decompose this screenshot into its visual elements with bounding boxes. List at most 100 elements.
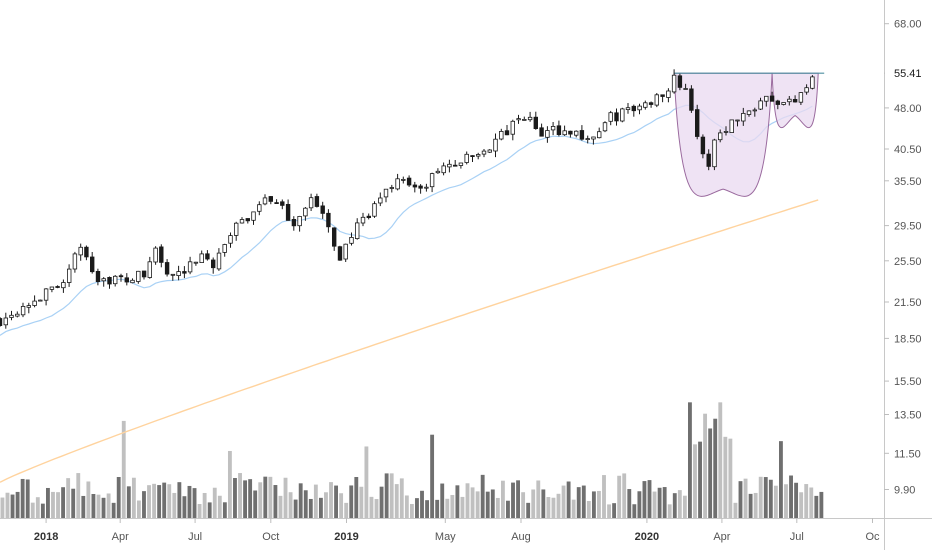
volume-bar: [136, 500, 141, 518]
volume-bar: [743, 478, 748, 518]
volume-bar: [5, 492, 10, 518]
y-tick-label: 9.90: [894, 485, 915, 497]
volume-bar: [46, 487, 50, 518]
candle-body: [90, 256, 95, 273]
candlesticks: [0, 69, 815, 329]
candlestick: [804, 84, 809, 95]
candlestick: [758, 97, 763, 110]
candle-body: [285, 203, 291, 221]
volume-bar: [586, 501, 591, 518]
volume-bar: [612, 503, 617, 518]
candle-body: [239, 219, 245, 224]
candlestick: [608, 110, 613, 126]
candle-body: [320, 205, 325, 214]
volume-bar: [435, 499, 440, 518]
volume-bar: [814, 495, 819, 518]
volume-bar: [354, 477, 359, 518]
candlestick: [689, 85, 694, 113]
candlestick: [55, 285, 60, 289]
volume-bar: [374, 499, 379, 518]
volume-bar: [30, 502, 35, 518]
candlestick: [72, 251, 78, 273]
y-tick-label: 29.50: [894, 221, 922, 233]
volume-bar: [455, 485, 460, 518]
candlestick: [620, 107, 625, 123]
volume-bar: [147, 485, 151, 518]
candle-body: [792, 99, 798, 103]
candle-body: [343, 243, 348, 260]
candle-body: [424, 186, 429, 189]
volume-bar: [40, 503, 45, 518]
cup-and-handle-pattern: [673, 72, 825, 197]
candle-body: [723, 130, 729, 133]
volume-bar: [121, 420, 126, 518]
candle-body: [0, 318, 3, 326]
candle-body: [26, 305, 31, 308]
candlestick: [631, 104, 636, 117]
candlestick: [464, 151, 469, 165]
volume-bar: [804, 484, 809, 518]
candle-body: [164, 262, 170, 275]
candlestick: [539, 123, 544, 137]
volume-bar: [278, 495, 283, 518]
candle-body: [562, 130, 567, 136]
candle-body: [700, 136, 706, 155]
volume-bar: [152, 483, 157, 518]
volume-bar: [495, 497, 500, 518]
candle-body: [527, 116, 533, 121]
volume-bar: [516, 480, 520, 518]
candlestick: [337, 245, 343, 261]
volume-bar: [753, 492, 758, 518]
volume-bar: [359, 486, 364, 518]
candle-body: [72, 253, 78, 270]
candle-body: [193, 261, 199, 264]
volume-bar: [177, 482, 182, 518]
volume-bar: [389, 473, 394, 518]
candle-body: [210, 259, 216, 269]
candlestick: [487, 149, 492, 153]
candle-body: [257, 204, 262, 212]
volume-bar: [379, 486, 384, 518]
volume-bar: [531, 489, 536, 518]
candlestick: [136, 270, 141, 284]
candle-body: [579, 130, 585, 140]
candlestick: [20, 302, 26, 318]
candle-body: [447, 163, 452, 168]
candlestick: [458, 162, 464, 169]
candlestick: [182, 266, 187, 279]
volume-bar: [197, 504, 202, 518]
candlestick: [3, 312, 8, 329]
candlestick: [210, 257, 216, 274]
y-tick-label: 68.00: [894, 19, 922, 31]
candle-body: [677, 75, 683, 88]
candlestick: [470, 155, 475, 162]
volume-bar: [318, 497, 323, 518]
candle-body: [706, 153, 711, 167]
candlestick: [95, 268, 101, 286]
volume-bar: [51, 491, 55, 518]
candlestick: [164, 259, 170, 277]
candle-body: [464, 153, 469, 163]
candlestick: [78, 243, 83, 261]
candle-body: [631, 105, 636, 112]
candlestick: [643, 100, 648, 110]
y-tick-label: 25.50: [894, 256, 922, 268]
candle-body: [718, 132, 723, 141]
candlestick: [516, 114, 521, 124]
candle-body: [251, 211, 256, 221]
volume-bar: [86, 481, 91, 518]
candlestick: [360, 212, 366, 227]
volume-bar: [541, 489, 546, 518]
volume-bar: [728, 438, 733, 518]
candlestick: [303, 207, 308, 221]
candle-body: [729, 119, 734, 134]
volume-bar: [258, 482, 263, 518]
volume-bar: [101, 497, 106, 518]
volume-bar: [809, 487, 814, 518]
candle-body: [804, 87, 809, 93]
candlestick: [574, 130, 579, 138]
candlestick: [545, 126, 550, 143]
volume-bar: [688, 402, 692, 518]
x-tick-label: Apr: [713, 531, 730, 543]
candle-body: [101, 278, 106, 282]
